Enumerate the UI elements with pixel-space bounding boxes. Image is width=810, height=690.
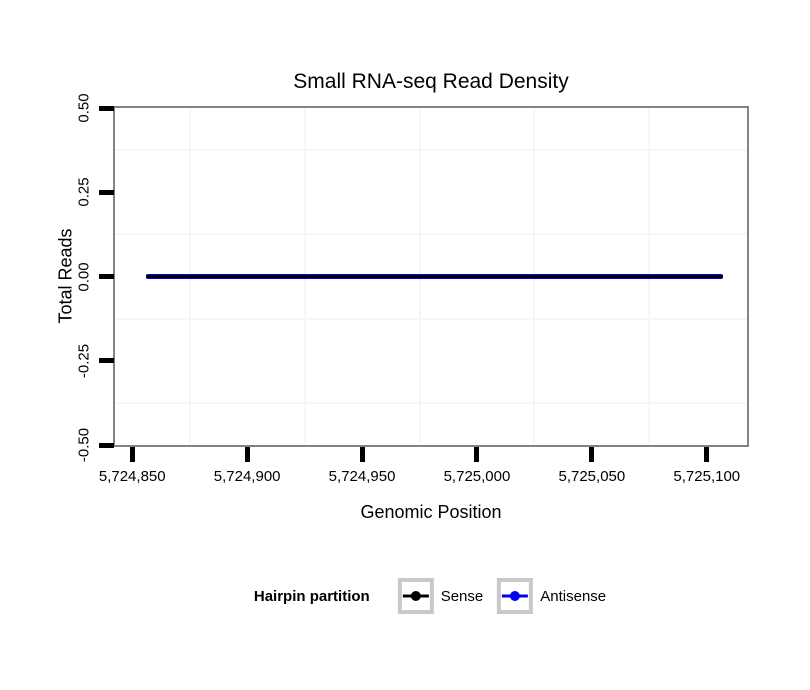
y-tick-label: -0.50 <box>75 427 93 463</box>
x-tick-mark <box>359 447 365 462</box>
x-tick-mark <box>129 447 135 462</box>
y-tick-mark <box>99 442 114 448</box>
x-tick-label: 5,725,050 <box>558 468 626 485</box>
legend-key-antisense <box>497 578 534 614</box>
x-tick-label: 5,725,000 <box>443 468 511 485</box>
chart-title: Small RNA-seq Read Density <box>293 70 569 93</box>
x-tick-mark <box>244 447 250 462</box>
x-tick-mark <box>589 447 595 462</box>
legend-label-antisense: Antisense <box>540 587 607 605</box>
legend-label-sense: Sense <box>440 587 484 605</box>
y-tick-mark <box>99 358 114 364</box>
y-tick-mark <box>99 274 114 279</box>
x-axis-title: Genomic Position <box>360 502 502 522</box>
plot-panel <box>113 106 749 447</box>
y-axis-title: Total Reads <box>55 228 76 324</box>
x-tick-label: 5,725,100 <box>673 468 741 485</box>
legend: Hairpin partition Sense Antisense <box>254 578 620 614</box>
x-tick-mark <box>474 447 480 462</box>
legend-key-sense <box>397 578 434 614</box>
antisense-point-icon <box>510 591 521 601</box>
y-tick-mark <box>99 189 114 195</box>
x-tick-label: 5,724,900 <box>213 468 281 485</box>
x-tick-label: 5,724,850 <box>98 468 166 485</box>
y-tick-label: 0.25 <box>75 177 93 207</box>
x-tick-mark <box>704 447 710 462</box>
sense-point-icon <box>410 591 421 601</box>
legend-title: Hairpin partition <box>253 587 370 605</box>
y-tick-label: -0.25 <box>75 343 93 378</box>
y-tick-label: 0.00 <box>75 261 93 292</box>
y-tick-mark <box>99 105 114 111</box>
y-tick-label: 0.50 <box>75 93 93 123</box>
x-tick-label: 5,724,950 <box>328 468 396 485</box>
